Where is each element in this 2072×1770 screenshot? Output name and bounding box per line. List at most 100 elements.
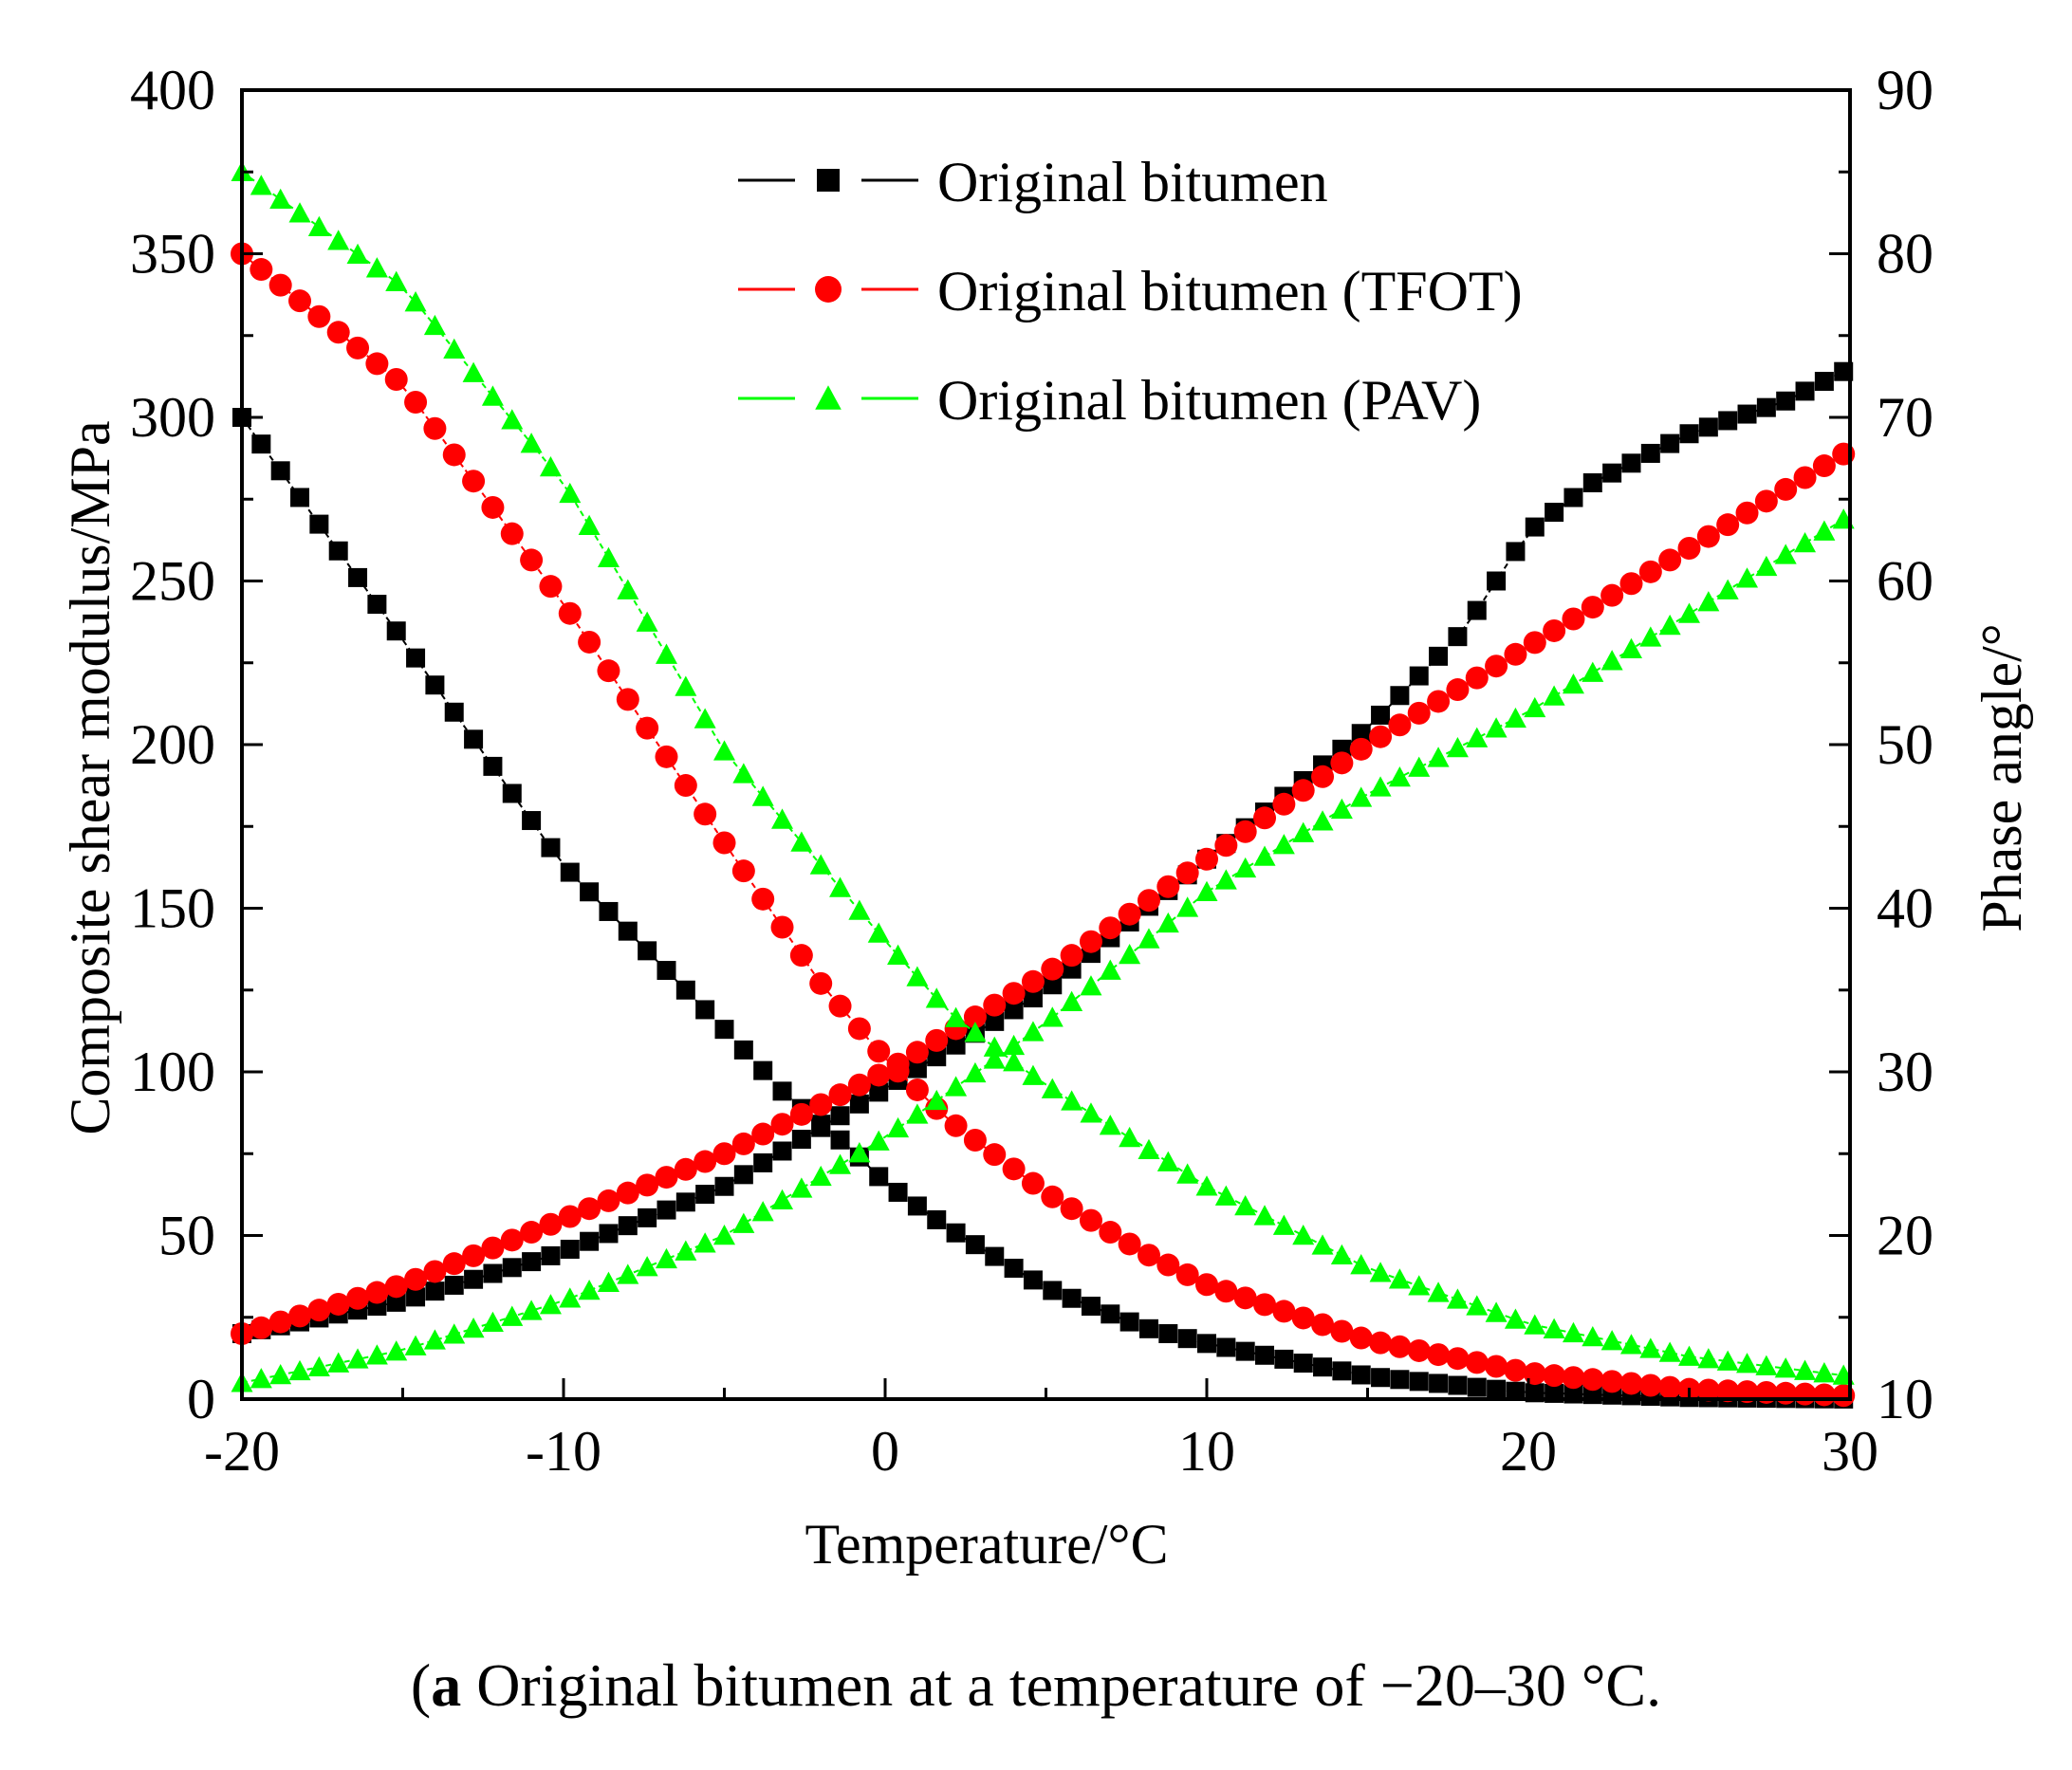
data-point-phase xyxy=(1369,776,1392,797)
data-point-phase xyxy=(1523,631,1546,655)
data-point-phase xyxy=(1754,489,1778,513)
y-right-tick-label: 30 xyxy=(1877,1041,1933,1103)
y-left-tick-label: 150 xyxy=(130,877,215,940)
data-point-modulus xyxy=(1197,1334,1216,1354)
data-point-phase xyxy=(695,1185,715,1205)
data-point-modulus xyxy=(1099,1115,1121,1135)
data-point-phase xyxy=(1043,975,1063,995)
data-point-modulus xyxy=(327,230,350,250)
data-point-phase xyxy=(655,1247,677,1269)
y-right-tick-label: 70 xyxy=(1877,386,1933,449)
data-point-modulus xyxy=(290,488,310,507)
data-point-modulus xyxy=(1311,1234,1334,1255)
data-point-phase xyxy=(1812,454,1836,478)
data-point-phase xyxy=(365,1344,388,1365)
data-point-phase xyxy=(636,1173,659,1197)
data-point-modulus xyxy=(1175,1263,1199,1286)
data-point-phase xyxy=(1156,875,1180,898)
data-point-modulus xyxy=(442,443,466,467)
data-point-phase xyxy=(481,1236,505,1260)
data-point-modulus xyxy=(1658,1341,1681,1362)
y-left-tick-label: 200 xyxy=(130,713,215,776)
data-point-modulus xyxy=(250,258,273,282)
data-point-phase xyxy=(1698,417,1718,437)
data-point-modulus xyxy=(481,385,504,406)
data-point-modulus xyxy=(771,808,794,829)
y-left-tick-label: 0 xyxy=(187,1368,215,1430)
data-point-modulus xyxy=(733,1040,753,1060)
data-point-modulus xyxy=(753,1060,773,1080)
data-point-modulus xyxy=(964,1022,987,1042)
data-point-modulus xyxy=(1079,1208,1102,1232)
data-point-phase xyxy=(905,1041,929,1064)
legend-marker xyxy=(815,385,842,410)
data-point-phase xyxy=(1099,916,1122,940)
data-point-phase xyxy=(1330,751,1354,775)
data-point-modulus xyxy=(1176,1163,1199,1184)
y-right-tick-label: 60 xyxy=(1877,550,1933,613)
data-point-phase xyxy=(1776,391,1796,411)
data-point-modulus xyxy=(1600,1370,1624,1393)
data-point-modulus xyxy=(1138,1318,1158,1338)
data-point-modulus xyxy=(560,862,580,882)
data-point-phase xyxy=(1408,756,1431,777)
data-point-modulus xyxy=(1156,1151,1179,1171)
data-point-modulus xyxy=(945,1006,968,1027)
data-point-phase xyxy=(1600,583,1624,607)
data-point-phase xyxy=(1446,736,1469,758)
data-point-phase xyxy=(1021,969,1045,993)
data-point-modulus xyxy=(1774,1357,1797,1378)
data-point-modulus xyxy=(1330,1319,1354,1343)
data-point-phase xyxy=(1716,513,1740,537)
data-point-modulus xyxy=(1524,1314,1546,1335)
data-point-modulus xyxy=(1253,1293,1277,1317)
data-point-modulus xyxy=(348,567,368,587)
y-axis-right-label: Phase angle/° xyxy=(1970,623,2033,932)
data-point-phase xyxy=(1137,889,1160,913)
data-point-phase xyxy=(675,1192,695,1212)
data-point-modulus xyxy=(1330,1244,1353,1264)
data-point-modulus xyxy=(1351,1365,1371,1385)
data-point-phase xyxy=(886,1052,910,1076)
data-point-phase xyxy=(1272,834,1295,855)
data-point-phase xyxy=(560,1239,580,1259)
x-tick-label: 20 xyxy=(1500,1420,1557,1483)
data-point-modulus xyxy=(558,601,582,625)
data-point-phase xyxy=(828,1083,852,1107)
data-point-phase xyxy=(1004,1000,1024,1020)
data-point-phase xyxy=(712,1142,736,1166)
data-point-modulus xyxy=(1388,1335,1412,1358)
data-point-phase xyxy=(1485,655,1508,678)
data-point-modulus xyxy=(268,273,292,297)
data-point-phase xyxy=(1195,847,1218,871)
data-point-modulus xyxy=(1214,1280,1238,1303)
data-point-modulus xyxy=(965,1235,985,1255)
data-point-modulus xyxy=(867,1040,891,1063)
data-point-modulus xyxy=(346,243,369,264)
data-point-phase xyxy=(423,1329,446,1350)
data-point-modulus xyxy=(1119,1126,1141,1148)
data-point-modulus xyxy=(1119,1312,1139,1332)
data-point-phase xyxy=(985,1011,1005,1031)
data-point-phase xyxy=(732,1212,755,1233)
data-point-phase xyxy=(541,1245,561,1265)
data-point-phase xyxy=(307,1355,330,1376)
data-point-phase xyxy=(502,1258,522,1278)
y-axis-left: 0 50 100 150 200 250 300 350 400 xyxy=(130,59,263,1430)
data-point-modulus xyxy=(906,966,929,986)
data-point-phase xyxy=(1602,463,1622,483)
data-point-modulus xyxy=(985,1246,1005,1266)
data-point-modulus xyxy=(772,1081,792,1101)
data-point-modulus xyxy=(522,811,542,831)
data-point-phase xyxy=(1003,1034,1026,1056)
data-point-phase xyxy=(1253,806,1277,830)
data-point-phase xyxy=(501,1305,524,1326)
data-point-modulus xyxy=(1003,1051,1026,1072)
data-point-modulus xyxy=(1195,1273,1218,1297)
data-point-phase xyxy=(500,1228,524,1252)
data-point-modulus xyxy=(1043,1281,1063,1300)
data-point-modulus xyxy=(1408,1275,1431,1296)
data-point-modulus xyxy=(828,994,852,1018)
y-right-tick-label: 80 xyxy=(1877,223,1933,286)
data-point-phase xyxy=(539,1212,563,1236)
